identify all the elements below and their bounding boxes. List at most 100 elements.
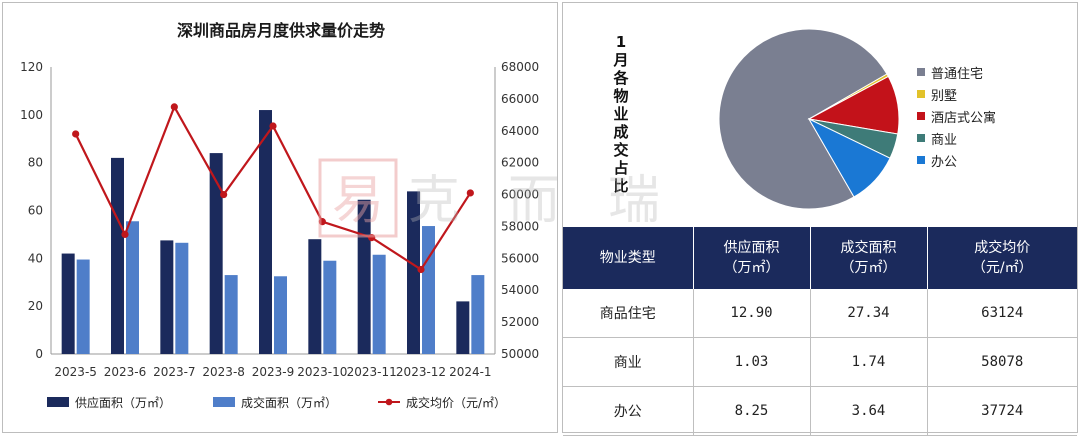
legend-swatch-supply	[47, 397, 69, 407]
y-tick-right: 60000	[501, 188, 539, 202]
y-tick-right: 50000	[501, 347, 539, 361]
x-tick-label: 2023-6	[104, 365, 147, 379]
price-point	[72, 130, 80, 138]
bar-deal	[224, 275, 238, 354]
bar-deal	[471, 275, 485, 354]
legend-marker-price	[385, 398, 393, 406]
cell-deal-price: 58078	[927, 337, 1077, 387]
pie-title: 1月各物业成交占比	[613, 33, 629, 195]
bar-deal	[323, 260, 337, 354]
legend-label-deal: 成交面积（万㎡）	[241, 395, 337, 410]
y-tick-right: 62000	[501, 156, 539, 170]
y-tick-right: 68000	[501, 60, 539, 74]
y-tick-left: 40	[28, 251, 43, 265]
header-type: 物业类型	[563, 227, 694, 289]
pie-legend-swatch	[917, 90, 925, 98]
bar-supply	[308, 239, 322, 354]
x-tick-label: 2023-12	[396, 365, 446, 379]
bar-deal	[76, 259, 90, 354]
price-point	[220, 190, 228, 199]
x-tick-label: 2024-1	[449, 365, 492, 379]
bar-deal	[175, 242, 189, 354]
table-row: 商业 1.03 1.74 58078	[563, 337, 1077, 387]
pie-legend-label: 别墅	[931, 88, 958, 104]
cell-supply: 12.90	[693, 289, 811, 338]
header-deal-area: 成交面积 （万㎡）	[810, 227, 928, 289]
bar-supply	[357, 199, 371, 354]
combo-chart-svg: 0 20 40 60 80 100 120 50000 52000 54000 56000 58000…	[20, 60, 539, 410]
y-tick-left: 20	[28, 299, 43, 313]
cell-deal-area: 3.64	[810, 386, 928, 436]
bar-supply	[407, 191, 420, 354]
x-tick-label: 2023-11	[347, 365, 397, 379]
pie-legend-label: 商业	[931, 132, 958, 148]
chart-title: 深圳商品房月度供求量价走势	[176, 21, 385, 40]
cell-type: 商品住宅	[563, 289, 694, 338]
legend-label-supply: 供应面积（万㎡）	[75, 395, 171, 410]
bar-deal	[274, 276, 287, 354]
y-tick-right: 66000	[501, 92, 539, 106]
price-point	[121, 230, 129, 239]
bar-supply	[61, 253, 75, 354]
x-tick-label: 2023-8	[202, 365, 245, 379]
y-tick-left: 60	[28, 204, 43, 218]
table-header-row: 物业类型 供应面积 （万㎡） 成交面积 （万㎡） 成交均价 （元/㎡）	[563, 227, 1077, 289]
y-tick-right: 58000	[501, 219, 539, 233]
pie-legend-item: 办公	[917, 149, 996, 171]
pie-legend: 普通住宅别墅酒店式公寓商业办公	[917, 61, 996, 171]
x-tick-label: 2023-9	[252, 365, 295, 379]
x-tick-label: 2023-7	[153, 365, 196, 379]
cell-deal-price: 37724	[927, 386, 1077, 436]
cell-deal-area: 1.74	[810, 337, 928, 387]
pie-chart-svg	[718, 28, 900, 210]
legend-swatch-deal	[213, 397, 235, 407]
y-tick-left: 120	[20, 60, 43, 74]
combo-chart-panel: 深圳商品房月度供求量价走势 0 20 40 60 80 100 120 50000 52000 5…	[2, 2, 558, 433]
pie-legend-item: 普通住宅	[917, 61, 996, 83]
y-tick-right: 54000	[501, 283, 539, 297]
pie-legend-item: 商业	[917, 127, 996, 149]
bar-supply	[209, 153, 223, 354]
pie-legend-label: 普通住宅	[931, 66, 984, 82]
y-tick-left: 0	[35, 347, 43, 361]
bar-supply	[456, 301, 470, 354]
price-point	[368, 234, 376, 242]
bar-deal	[126, 221, 139, 354]
pie-legend-swatch	[917, 156, 925, 164]
bar-supply	[160, 240, 174, 354]
cell-type: 商业	[563, 337, 694, 387]
price-point	[417, 265, 425, 274]
pie-legend-swatch	[917, 134, 925, 142]
price-point	[269, 122, 277, 130]
cell-supply: 8.25	[693, 386, 811, 436]
header-supply: 供应面积 （万㎡）	[693, 227, 811, 289]
price-point	[170, 103, 178, 111]
pie-legend-swatch	[917, 112, 925, 120]
property-type-table: 物业类型 供应面积 （万㎡） 成交面积 （万㎡） 成交均价 （元/㎡） 商品住宅 12…	[563, 227, 1077, 436]
y-tick-left: 100	[20, 108, 43, 122]
y-tick-left: 80	[28, 156, 43, 170]
cell-deal-price: 63124	[927, 289, 1077, 338]
cell-type: 办公	[563, 386, 694, 436]
pie-slice-0	[718, 28, 888, 210]
y-tick-right: 64000	[501, 124, 539, 138]
legend-label-price: 成交均价（元/㎡）	[406, 395, 506, 410]
pie-legend-item: 酒店式公寓	[917, 105, 996, 127]
cell-deal-area: 27.34	[810, 289, 928, 338]
pie-legend-item: 别墅	[917, 83, 996, 105]
cell-supply: 1.03	[693, 337, 811, 387]
x-tick-label: 2023-5	[54, 365, 97, 379]
y-tick-right: 56000	[501, 251, 539, 265]
price-point	[466, 189, 474, 197]
pie-table-panel: 1月各物业成交占比 普通住宅 别墅 酒店式公寓 商业 办公 物业类型 供应面积 （万㎡） …	[562, 2, 1078, 436]
bar-deal	[372, 254, 386, 354]
table-row: 商品住宅 12.90 27.34 63124	[563, 289, 1077, 338]
pie-slice-4	[807, 117, 891, 198]
bar-deal	[422, 226, 435, 354]
bar-supply	[111, 157, 124, 354]
y-tick-right: 52000	[501, 315, 539, 329]
price-point	[318, 218, 326, 226]
x-tick-label: 2023-10	[297, 365, 347, 379]
pie-legend-label: 酒店式公寓	[931, 110, 997, 126]
pie-legend-label: 办公	[931, 154, 958, 170]
